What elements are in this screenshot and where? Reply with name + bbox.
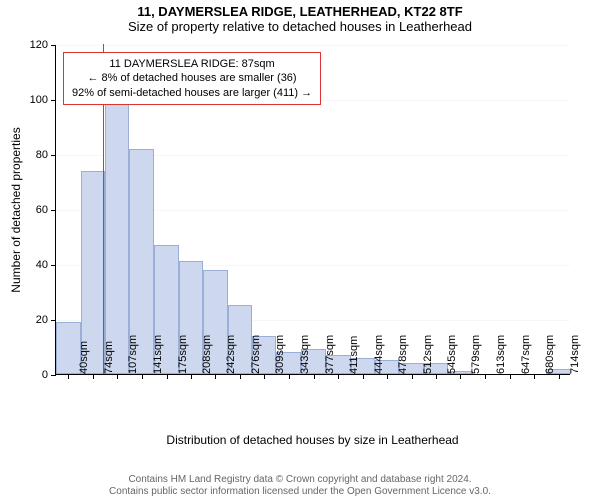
info-box-line: 11 DAYMERSLEA RIDGE: 87sqm	[72, 57, 312, 71]
x-tick	[363, 374, 364, 379]
x-tick	[215, 374, 216, 379]
x-tick	[338, 374, 339, 379]
x-tick	[191, 374, 192, 379]
x-tick	[460, 374, 461, 379]
footer: Contains HM Land Registry data © Crown c…	[0, 474, 600, 498]
y-tick-label: 80	[36, 149, 56, 161]
x-tick	[264, 374, 265, 379]
x-tick-label: 680sqm	[538, 335, 556, 374]
footer-line-2: Contains public sector information licen…	[0, 486, 600, 498]
x-tick	[240, 374, 241, 379]
title-sub: Size of property relative to detached ho…	[0, 19, 600, 34]
x-tick-label: 107sqm	[121, 335, 139, 374]
y-tick-label: 40	[36, 259, 56, 271]
x-tick-label: 175sqm	[171, 335, 189, 374]
info-box-line: 92% of semi-detached houses are larger (…	[72, 86, 312, 100]
x-tick-label: 545sqm	[440, 335, 458, 374]
x-tick-label: 647sqm	[514, 335, 532, 374]
x-tick-label: 444sqm	[367, 335, 385, 374]
x-tick	[68, 374, 69, 379]
x-tick	[485, 374, 486, 379]
grid-line	[56, 45, 570, 46]
x-tick	[436, 374, 437, 379]
x-tick	[117, 374, 118, 379]
container: 11, DAYMERSLEA RIDGE, LEATHERHEAD, KT22 …	[0, 0, 600, 500]
y-tick-label: 0	[42, 369, 56, 381]
x-tick	[387, 374, 388, 379]
x-tick-label: 276sqm	[244, 335, 262, 374]
x-tick-label: 411sqm	[342, 336, 360, 374]
x-tick-label: 579sqm	[464, 335, 482, 374]
x-tick-label: 40sqm	[72, 341, 90, 374]
footer-line-1: Contains HM Land Registry data © Crown c…	[0, 474, 600, 486]
histogram-bar	[105, 99, 130, 374]
x-tick-label: 714sqm	[563, 335, 581, 374]
y-tick-label: 20	[36, 314, 56, 326]
x-tick	[510, 374, 511, 379]
x-tick-label: 74sqm	[97, 341, 115, 374]
y-axis-label: Number of detached properties	[9, 127, 23, 292]
x-tick-label: 208sqm	[195, 335, 213, 374]
x-axis-label: Distribution of detached houses by size …	[166, 433, 458, 447]
x-tick	[93, 374, 94, 379]
title-main: 11, DAYMERSLEA RIDGE, LEATHERHEAD, KT22 …	[0, 0, 600, 19]
x-tick-label: 141sqm	[146, 335, 164, 374]
x-tick	[314, 374, 315, 379]
info-box-line: ← 8% of detached houses are smaller (36)	[72, 71, 312, 85]
x-tick	[142, 374, 143, 379]
x-tick-label: 478sqm	[391, 335, 409, 374]
x-tick-label: 343sqm	[293, 335, 311, 374]
x-tick-label: 613sqm	[489, 335, 507, 374]
x-tick-label: 377sqm	[318, 335, 336, 374]
y-tick-label: 100	[30, 94, 56, 106]
x-tick	[167, 374, 168, 379]
x-tick	[559, 374, 560, 379]
x-tick	[289, 374, 290, 379]
y-tick-label: 120	[30, 39, 56, 51]
x-tick-label: 512sqm	[416, 335, 434, 374]
x-tick	[412, 374, 413, 379]
x-tick-label: 242sqm	[219, 335, 237, 374]
x-tick-label: 309sqm	[268, 335, 286, 374]
y-tick-label: 60	[36, 204, 56, 216]
info-box: 11 DAYMERSLEA RIDGE: 87sqm← 8% of detach…	[63, 52, 321, 105]
x-tick	[534, 374, 535, 379]
